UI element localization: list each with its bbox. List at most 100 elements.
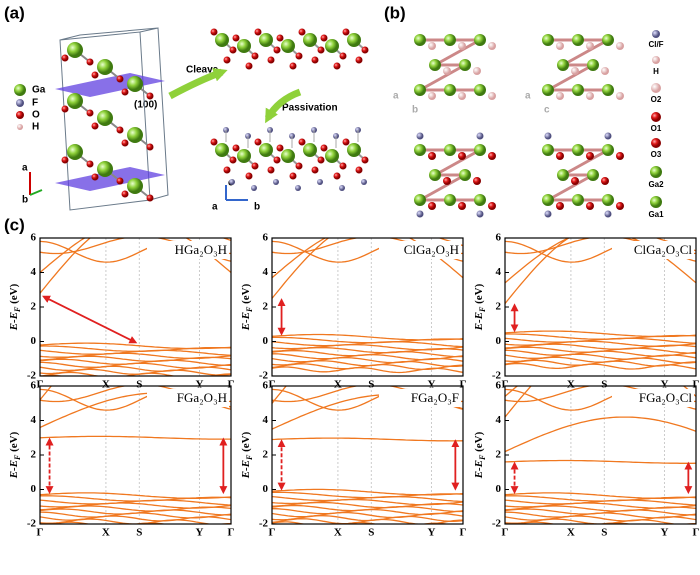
axis-label: b: [22, 195, 28, 206]
label-part: E-E: [473, 312, 485, 331]
label-part: (eV): [240, 431, 252, 454]
x-tick-label: Γ: [460, 527, 467, 539]
y-axis-label: E-EF (eV): [473, 431, 488, 479]
atom: [542, 34, 554, 46]
atom: [474, 144, 486, 156]
band: [40, 371, 231, 376]
atom: [355, 166, 363, 174]
atom: [616, 202, 624, 210]
atom: [303, 33, 317, 47]
atom: [443, 177, 451, 185]
axis-arrow: [225, 185, 248, 201]
atom: [276, 144, 284, 152]
band: [40, 518, 231, 524]
y-axis-label: E-EF (eV): [8, 283, 23, 331]
atom: [254, 138, 262, 146]
x-tick-label: X: [334, 379, 342, 391]
y-tick-label: -2: [492, 370, 502, 382]
x-tick-label: Γ: [228, 527, 235, 539]
y-tick-label: 4: [263, 266, 269, 278]
label-part: E-E: [8, 460, 20, 479]
atom: [361, 179, 367, 185]
atom: [414, 34, 426, 46]
x-tick-label: Γ: [37, 379, 44, 391]
atom: [259, 33, 273, 47]
atom: [61, 156, 69, 164]
atom: [17, 124, 23, 130]
band: [40, 349, 231, 356]
y-tick-label: 2: [31, 301, 37, 313]
atom: [488, 42, 496, 50]
y-axis-label: E-EF (eV): [240, 283, 255, 331]
x-tick-label: Y: [661, 527, 669, 539]
plane-label: (100): [134, 100, 157, 111]
atom: [223, 56, 231, 64]
y-tick-label: -2: [27, 370, 37, 382]
y-tick-label: 0: [31, 483, 37, 495]
band: [272, 521, 450, 524]
y-tick-label: 4: [31, 414, 37, 426]
atom: [571, 67, 579, 75]
atom: [355, 56, 363, 64]
band: [505, 343, 696, 350]
bands: [40, 238, 231, 376]
label-part: F: [13, 306, 22, 313]
band: [40, 238, 231, 294]
gap-arrow: [42, 295, 138, 344]
band: [48, 521, 231, 524]
atom: [295, 162, 303, 170]
atom: [361, 156, 369, 164]
bond: [419, 63, 466, 92]
atom: [444, 144, 456, 156]
atom: [317, 156, 325, 164]
atom: [414, 144, 426, 156]
atom: [251, 52, 259, 60]
atom: [652, 56, 660, 64]
atom: [232, 144, 240, 152]
atom: [652, 30, 660, 38]
legend-label: H: [653, 67, 659, 76]
band: [272, 238, 463, 299]
x-tick-label: S: [368, 527, 374, 539]
atom: [488, 152, 496, 160]
atom: [542, 144, 554, 156]
atom: [67, 144, 83, 160]
atom: [116, 177, 124, 185]
atom: [602, 194, 614, 206]
atom: [458, 92, 466, 100]
plot-title: ClGa₂O₃Cl: [634, 242, 693, 257]
y-tick-label: 0: [263, 483, 269, 495]
title-bg: [147, 241, 229, 259]
atom: [474, 84, 486, 96]
label-part: E-E: [240, 312, 252, 331]
plot-title: ClGa₂O₃H: [404, 242, 459, 257]
band: [505, 238, 696, 305]
axis-label: b: [254, 202, 260, 213]
x-tick-label: Y: [196, 379, 204, 391]
x-tick-label: S: [601, 527, 607, 539]
atom: [295, 52, 303, 60]
y-axis-label: E-EF (eV): [8, 431, 23, 479]
y-tick-label: 2: [496, 449, 502, 461]
y-axis-label: E-EF (eV): [473, 283, 488, 331]
atom: [273, 46, 281, 54]
atom: [273, 156, 281, 164]
atom: [289, 172, 297, 180]
atom: [91, 173, 99, 181]
atom: [339, 52, 347, 60]
legend-label: Ga2: [648, 180, 664, 189]
y-tick-label: -2: [27, 518, 37, 530]
band: [40, 435, 231, 440]
atom: [488, 202, 496, 210]
atom: [604, 210, 612, 218]
panel-label: (a): [4, 3, 25, 22]
x-tick-label: Γ: [693, 527, 700, 539]
x-tick-label: Γ: [269, 527, 276, 539]
y-tick-label: 2: [263, 301, 269, 313]
legend-label: H: [32, 122, 39, 133]
bond: [434, 148, 481, 177]
atom: [616, 92, 624, 100]
y-tick-label: 2: [31, 449, 37, 461]
